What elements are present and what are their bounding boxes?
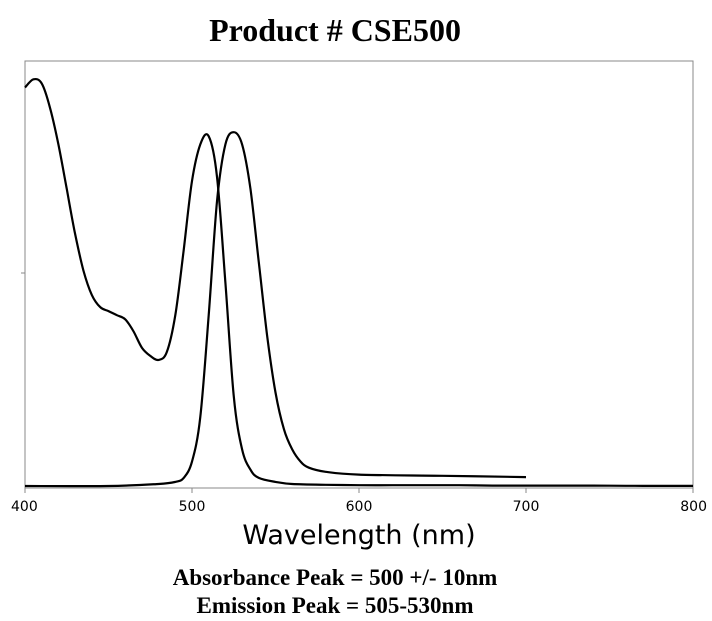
absorbance-series-line xyxy=(24,77,693,487)
chart-title: Product # CSE500 xyxy=(209,12,461,48)
x-axis-ticks: 400 500 600 700 800 xyxy=(11,488,707,515)
x-axis-label: Wavelength (nm) xyxy=(242,520,476,551)
emission-peak-note: Emission Peak = 505-530nm xyxy=(196,593,474,618)
series-group xyxy=(24,77,693,488)
absorbance-peak-note: Absorbance Peak = 500 +/- 10nm xyxy=(172,565,498,590)
x-tick-label: 500 xyxy=(179,499,206,515)
plot-frame xyxy=(24,60,694,489)
x-tick-label: 400 xyxy=(11,499,38,515)
x-tick-label: 600 xyxy=(346,499,373,515)
emission-series-line xyxy=(24,131,527,488)
x-tick-label: 800 xyxy=(680,499,707,515)
x-tick-label: 700 xyxy=(513,499,540,515)
